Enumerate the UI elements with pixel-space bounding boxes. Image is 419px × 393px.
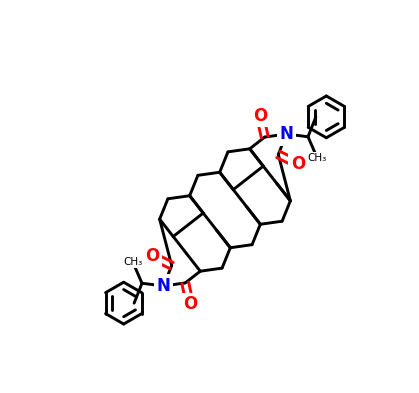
Text: O: O: [291, 155, 305, 173]
Text: CH₃: CH₃: [308, 152, 327, 163]
Text: CH₃: CH₃: [123, 257, 142, 267]
Text: N: N: [279, 125, 293, 143]
Text: N: N: [157, 277, 171, 295]
Text: O: O: [183, 296, 197, 313]
Text: O: O: [253, 107, 267, 125]
Text: O: O: [145, 247, 159, 265]
